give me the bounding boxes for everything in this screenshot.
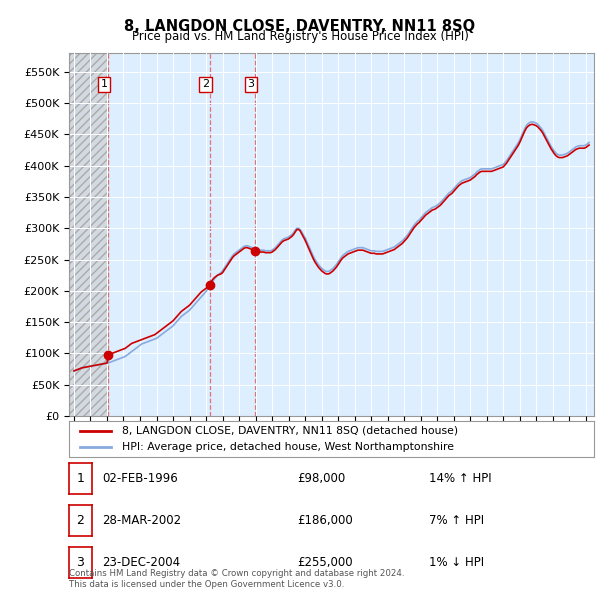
Text: 14% ↑ HPI: 14% ↑ HPI <box>429 472 491 485</box>
Text: 1: 1 <box>100 80 107 89</box>
Bar <box>69 53 108 416</box>
Text: 7% ↑ HPI: 7% ↑ HPI <box>429 514 484 527</box>
Text: 8, LANGDON CLOSE, DAVENTRY, NN11 8SQ: 8, LANGDON CLOSE, DAVENTRY, NN11 8SQ <box>124 19 476 34</box>
Text: 1% ↓ HPI: 1% ↓ HPI <box>429 556 484 569</box>
Text: HPI: Average price, detached house, West Northamptonshire: HPI: Average price, detached house, West… <box>121 442 454 453</box>
Bar <box>69 53 108 416</box>
Text: 3: 3 <box>247 80 254 89</box>
Text: 8, LANGDON CLOSE, DAVENTRY, NN11 8SQ (detached house): 8, LANGDON CLOSE, DAVENTRY, NN11 8SQ (de… <box>121 425 458 435</box>
Text: Contains HM Land Registry data © Crown copyright and database right 2024.: Contains HM Land Registry data © Crown c… <box>69 569 404 578</box>
Text: £186,000: £186,000 <box>297 514 353 527</box>
Text: Price paid vs. HM Land Registry's House Price Index (HPI): Price paid vs. HM Land Registry's House … <box>131 30 469 43</box>
Text: 2: 2 <box>76 514 85 527</box>
Text: 02-FEB-1996: 02-FEB-1996 <box>102 472 178 485</box>
Text: 1: 1 <box>76 472 85 486</box>
Text: 28-MAR-2002: 28-MAR-2002 <box>102 514 181 527</box>
Text: This data is licensed under the Open Government Licence v3.0.: This data is licensed under the Open Gov… <box>69 579 344 589</box>
Text: 2: 2 <box>202 80 209 89</box>
Text: £98,000: £98,000 <box>297 472 345 485</box>
Text: 23-DEC-2004: 23-DEC-2004 <box>102 556 180 569</box>
Text: 3: 3 <box>76 556 85 569</box>
Text: £255,000: £255,000 <box>297 556 353 569</box>
